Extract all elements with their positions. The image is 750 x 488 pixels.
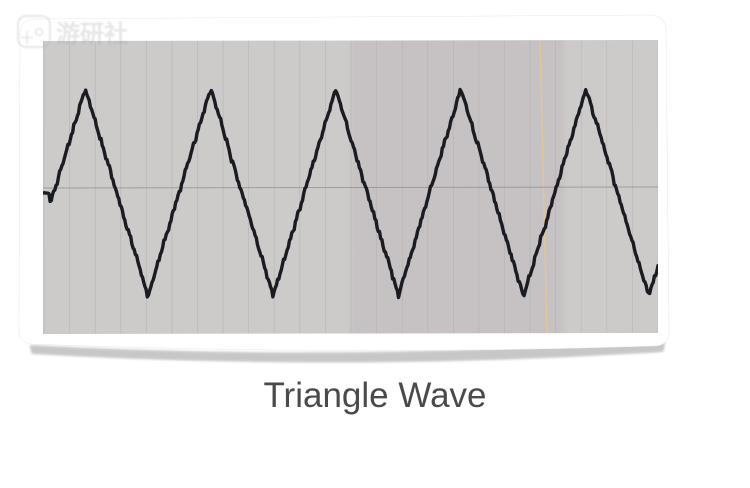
svg-text:游研社: 游研社 [56,20,128,48]
svg-text:Triangle Wave: Triangle Wave [263,376,486,415]
